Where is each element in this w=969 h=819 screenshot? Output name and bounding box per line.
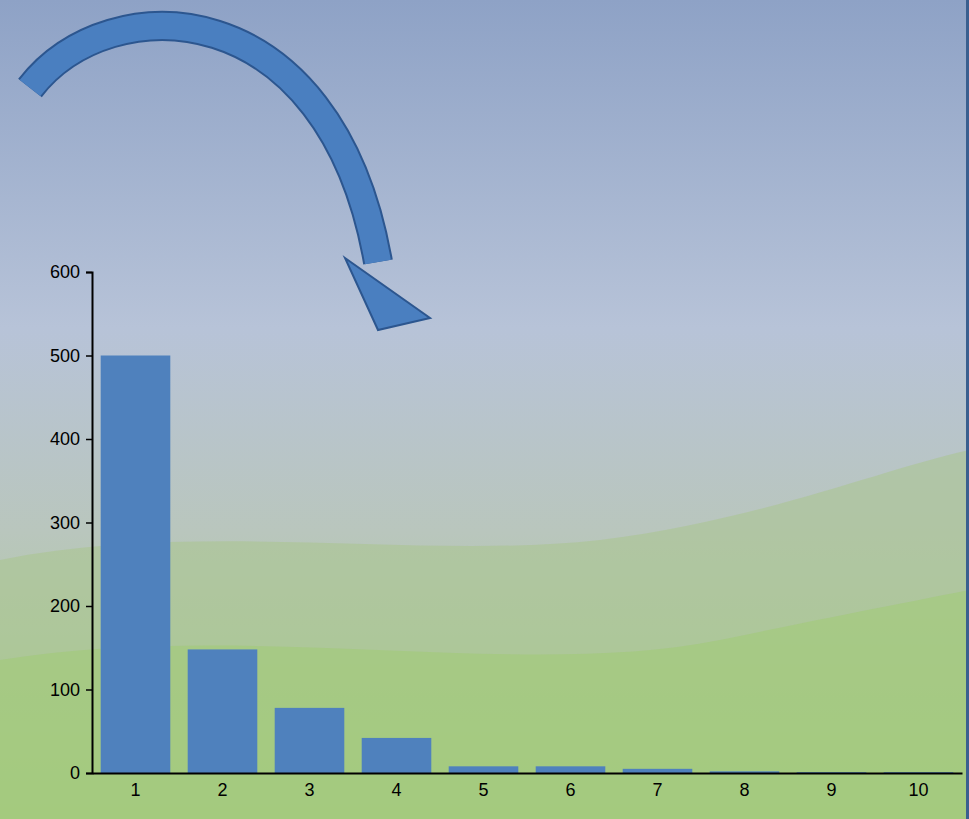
y-axis: 0 100 200 300 400 500 600 [50, 262, 93, 783]
y-tick-mark [86, 773, 92, 775]
bar [188, 649, 258, 773]
y-tick-label: 600 [50, 262, 80, 282]
x-tick: 10 [908, 773, 928, 800]
x-axis: 1 2 3 4 5 6 7 8 9 10 [93, 773, 963, 800]
x-tick-label: 8 [739, 780, 749, 800]
y-tick: 300 [50, 513, 92, 533]
y-tick: 500 [50, 346, 92, 366]
y-tick-label: 200 [50, 596, 80, 616]
bars [101, 356, 954, 774]
bar [362, 738, 432, 773]
x-tick-label: 2 [217, 780, 227, 800]
x-tick: 7 [652, 773, 662, 800]
bar [623, 769, 693, 773]
x-tick-label: 4 [391, 780, 401, 800]
y-tick-label: 100 [50, 680, 80, 700]
x-tick: 1 [130, 773, 140, 800]
y-tick-mark [86, 439, 92, 441]
bar [449, 766, 519, 773]
x-tick: 2 [217, 773, 227, 800]
arrow-shaft-outline [30, 26, 378, 262]
background [0, 0, 969, 819]
y-tick-mark [86, 355, 92, 357]
x-tick-label: 1 [130, 780, 140, 800]
edge-bar [966, 0, 969, 819]
bar [275, 708, 345, 773]
x-tick: 9 [826, 773, 836, 800]
x-tick-label: 7 [652, 780, 662, 800]
bar [101, 356, 171, 774]
x-tick-label: 10 [908, 780, 928, 800]
x-tick-label: 5 [478, 780, 488, 800]
y-tick-mark [86, 272, 92, 274]
y-tick-mark [86, 606, 92, 608]
y-tick-mark [86, 689, 92, 691]
y-tick: 0 [70, 763, 92, 783]
y-tick-label: 500 [50, 346, 80, 366]
y-tick: 100 [50, 680, 92, 700]
x-tick: 5 [478, 773, 488, 800]
y-tick-label: 0 [70, 763, 80, 783]
x-tick-label: 6 [565, 780, 575, 800]
chart: 0 100 200 300 400 500 600 1 2 3 4 5 6 7 8 9 10 [0, 0, 969, 819]
arrow-head [345, 258, 430, 330]
x-tick: 3 [304, 773, 314, 800]
x-tick: 8 [739, 773, 749, 800]
x-tick: 4 [391, 773, 401, 800]
bar [536, 766, 606, 773]
y-tick-mark [86, 522, 92, 524]
x-axis-line [93, 773, 963, 775]
y-tick: 400 [50, 429, 92, 449]
x-tick: 6 [565, 773, 575, 800]
x-tick-label: 3 [304, 780, 314, 800]
y-tick: 200 [50, 596, 92, 616]
y-tick-label: 400 [50, 429, 80, 449]
y-tick: 600 [50, 262, 92, 282]
y-tick-label: 300 [50, 513, 80, 533]
y-axis-line [86, 273, 93, 774]
arrow-shaft [30, 26, 378, 262]
x-tick-label: 9 [826, 780, 836, 800]
